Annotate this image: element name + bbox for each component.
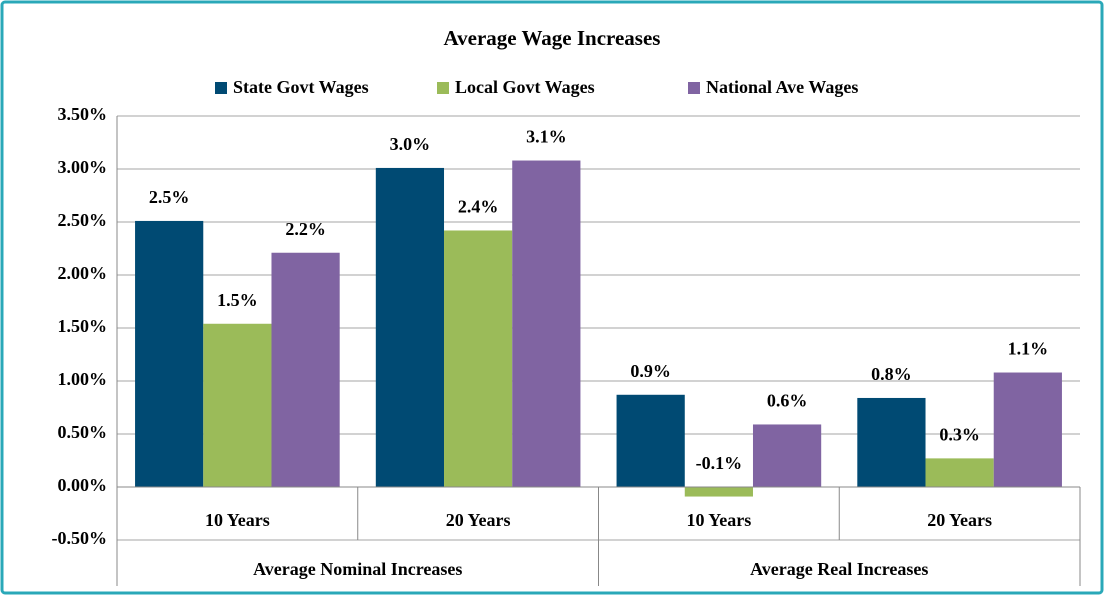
- legend-label: National Ave Wages: [706, 77, 858, 97]
- bar: [857, 397, 926, 487]
- bar: [375, 167, 445, 487]
- data-label: -0.1%: [696, 453, 743, 473]
- group-label: Average Nominal Increases: [253, 559, 462, 579]
- y-tick-label: 2.50%: [58, 210, 108, 230]
- data-label: 0.9%: [630, 361, 671, 381]
- legend-label: State Govt Wages: [233, 77, 369, 97]
- bar: [993, 372, 1062, 487]
- data-label: 2.5%: [149, 187, 190, 207]
- data-label: 0.6%: [767, 391, 808, 411]
- bar: [444, 230, 513, 488]
- bar: [684, 487, 753, 497]
- bar: [925, 458, 994, 487]
- data-label: 2.2%: [285, 219, 326, 239]
- data-label: 1.5%: [217, 290, 258, 310]
- bar: [203, 323, 272, 487]
- legend-swatch: [688, 82, 700, 94]
- chart-title: Average Wage Increases: [444, 26, 661, 50]
- y-tick-label: 0.00%: [58, 475, 108, 495]
- y-tick-label: 0.50%: [58, 422, 108, 442]
- data-label: 3.1%: [526, 127, 567, 147]
- data-label: 0.3%: [939, 425, 980, 445]
- y-tick-label: 3.50%: [58, 104, 108, 124]
- bar: [616, 394, 685, 487]
- y-tick-label: 1.00%: [58, 369, 108, 389]
- x-tick-label: 10 Years: [205, 510, 270, 530]
- bar: [135, 220, 204, 487]
- legend-label: Local Govt Wages: [455, 77, 595, 97]
- x-tick-label: 10 Years: [686, 510, 751, 530]
- data-label: 2.4%: [458, 197, 499, 217]
- x-tick-label: 20 Years: [446, 510, 511, 530]
- bar: [271, 252, 340, 487]
- y-tick-label: 2.00%: [58, 263, 108, 283]
- x-tick-label: 20 Years: [927, 510, 992, 530]
- bar: [512, 160, 581, 487]
- y-tick-label: -0.50%: [52, 528, 108, 548]
- y-tick-label: 3.00%: [58, 157, 108, 177]
- legend-swatch: [215, 82, 227, 94]
- legend-swatch: [437, 82, 449, 94]
- data-label: 1.1%: [1008, 339, 1049, 359]
- group-label: Average Real Increases: [750, 559, 928, 579]
- data-label: 0.8%: [871, 364, 912, 384]
- bar: [752, 424, 822, 487]
- y-tick-label: 1.50%: [58, 316, 108, 336]
- data-label: 3.0%: [390, 134, 431, 154]
